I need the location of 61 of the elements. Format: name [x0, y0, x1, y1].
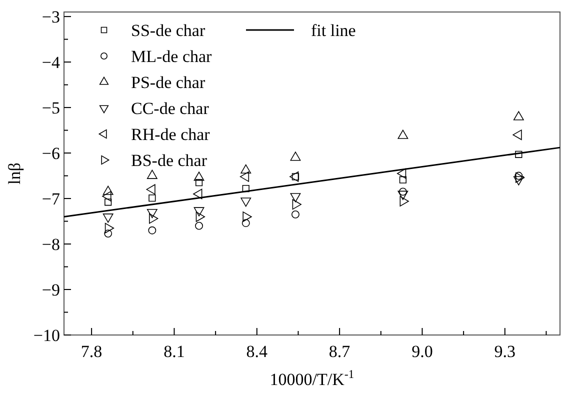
y-axis-title: lnβ — [5, 162, 24, 184]
legend-label: CC-de char — [131, 99, 210, 118]
point — [290, 193, 301, 202]
point — [102, 214, 114, 223]
point — [396, 168, 406, 179]
point — [194, 172, 204, 181]
y-tick-label: −6 — [42, 144, 60, 164]
point — [398, 190, 408, 200]
point — [242, 219, 250, 228]
point — [148, 194, 156, 202]
point — [146, 184, 156, 195]
point — [196, 212, 205, 222]
point — [195, 179, 203, 186]
point — [513, 111, 524, 120]
y-tick-label: −8 — [42, 235, 60, 254]
legend-label: SS-de char — [131, 21, 206, 40]
point — [104, 222, 114, 234]
point — [104, 198, 112, 206]
point — [242, 184, 250, 192]
point — [398, 130, 408, 139]
point — [399, 176, 406, 184]
point — [102, 186, 114, 195]
point — [195, 222, 203, 230]
point — [193, 188, 202, 200]
x-tick-label: 8.7 — [328, 342, 351, 361]
x-tick-label: 9.0 — [412, 342, 433, 361]
point — [292, 199, 302, 210]
x-axis-title: 10000/T/K$^{-1}$ — [270, 367, 354, 389]
y-tick-label: −10 — [33, 326, 60, 345]
y-tick-label: −5 — [42, 98, 60, 118]
point — [514, 172, 523, 180]
y-tick-label: −3 — [42, 8, 60, 27]
point — [292, 210, 300, 218]
point — [146, 170, 158, 179]
point — [400, 196, 409, 206]
y-tick-label: −9 — [42, 280, 60, 300]
point — [194, 207, 204, 216]
point — [240, 171, 250, 182]
point — [515, 172, 525, 183]
legend-label: ML-de char — [131, 47, 212, 66]
point — [290, 152, 301, 161]
point — [398, 188, 407, 196]
point — [148, 226, 156, 234]
x-tick-label: 8.4 — [246, 342, 268, 361]
point — [242, 212, 252, 222]
point — [240, 164, 252, 174]
x-tick-label: 7.8 — [80, 342, 102, 361]
point — [102, 191, 112, 202]
legend-label: fit line — [311, 21, 356, 40]
point — [512, 130, 522, 140]
point — [104, 230, 112, 238]
x-tick-label: 9.3 — [494, 342, 516, 361]
legend-label: BS-de char — [131, 151, 208, 170]
point — [146, 208, 158, 218]
point — [515, 150, 522, 158]
point — [240, 198, 252, 207]
y-tick-label: −4 — [42, 53, 60, 72]
x-tick-label: 8.1 — [164, 342, 185, 361]
y-tick-label: −7 — [42, 190, 60, 209]
legend-label: PS-de char — [131, 73, 206, 92]
legend-label: RH-de char — [131, 125, 210, 144]
